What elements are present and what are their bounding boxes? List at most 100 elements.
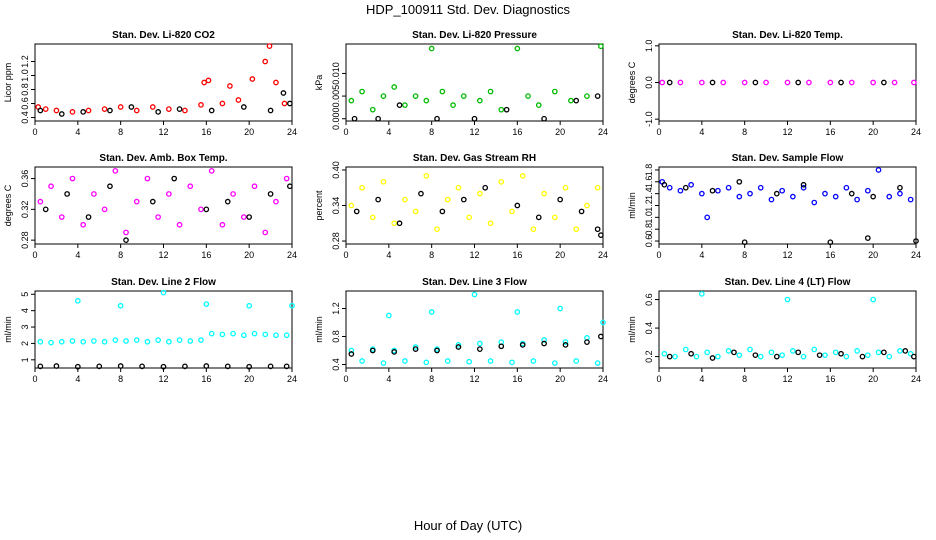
data-point	[886, 193, 893, 200]
data-point	[790, 193, 796, 200]
data-point	[123, 237, 129, 243]
data-point	[704, 349, 711, 356]
data-point	[482, 184, 489, 191]
panel-title: Stan. Dev. Line 2 Flow	[111, 277, 216, 288]
data-point	[891, 79, 898, 86]
data-point	[182, 107, 188, 114]
data-point	[594, 93, 601, 99]
data-point	[283, 175, 290, 182]
data-point	[773, 353, 780, 360]
data-point	[391, 349, 398, 355]
y-axis-label: ml/min	[627, 316, 637, 343]
data-point	[266, 43, 273, 49]
data-point	[519, 173, 526, 179]
data-point	[848, 79, 855, 86]
data-point	[187, 338, 194, 344]
data-point	[800, 353, 807, 360]
data-point	[267, 363, 274, 370]
data-point	[48, 339, 54, 346]
data-point	[208, 107, 215, 114]
data-point	[262, 229, 269, 236]
data-point	[682, 184, 689, 191]
data-point	[666, 353, 673, 360]
panel-4: Stan. Dev. Amb. Box Temp. 0 4 8 12 16 20 24 0.28…	[3, 153, 297, 260]
data-point	[391, 84, 398, 90]
data-point	[396, 102, 403, 108]
y-tick-label: 0.8	[644, 223, 654, 236]
x-tick-label: 8	[742, 127, 747, 137]
y-tick-label: 0.6	[644, 235, 654, 248]
panel-title: Stan. Dev. Sample Flow	[732, 153, 844, 164]
data-point	[864, 352, 871, 359]
x-tick-label: 24	[287, 250, 297, 260]
y-tick-label: 1.4	[644, 187, 654, 200]
data-point	[155, 214, 161, 220]
data-point	[498, 343, 505, 350]
data-point	[42, 206, 49, 213]
data-point	[870, 79, 877, 86]
x-tick-label: 8	[429, 374, 434, 384]
panel-title: Stan. Dev. Li-820 Temp.	[732, 30, 843, 41]
data-point	[251, 330, 258, 337]
x-tick-label: 16	[201, 374, 211, 384]
data-point	[659, 79, 666, 86]
data-point	[477, 340, 483, 347]
x-tick-label: 8	[742, 250, 747, 260]
data-point	[843, 353, 850, 360]
data-point	[557, 305, 564, 312]
x-tick-label: 0	[32, 127, 37, 137]
plot-frame	[34, 290, 293, 369]
data-point	[768, 349, 775, 356]
data-point	[203, 206, 210, 213]
data-point	[875, 167, 882, 173]
y-tick-label: 0.6	[20, 97, 30, 110]
data-point	[348, 347, 355, 354]
y-tick-label: 1.6	[644, 176, 654, 189]
x-tick-label: 4	[699, 250, 704, 260]
data-point	[69, 338, 76, 344]
x-tick-label: 24	[598, 374, 608, 384]
data-point	[423, 97, 430, 104]
y-tick-label: 0.005	[331, 85, 341, 108]
data-point	[763, 79, 769, 86]
plot-frame	[345, 43, 604, 122]
data-point	[902, 348, 909, 354]
x-tick-label: 12	[469, 250, 479, 260]
data-point	[230, 330, 236, 337]
data-point	[747, 346, 753, 353]
data-point	[434, 115, 440, 122]
y-tick-label: 1.2	[644, 199, 654, 212]
data-point	[224, 198, 231, 205]
x-tick-label: 8	[429, 250, 434, 260]
data-point	[203, 363, 210, 369]
data-point	[262, 331, 269, 338]
figure-x-axis-label: Hour of Day (UTC)	[413, 518, 523, 533]
data-point	[287, 100, 293, 107]
data-point	[886, 353, 893, 360]
data-point	[525, 93, 531, 99]
data-point	[477, 97, 483, 104]
x-tick-label: 4	[386, 127, 391, 137]
data-point	[907, 350, 914, 357]
data-point	[412, 208, 419, 215]
panel-title: Stan. Dev. Gas Stream RH	[413, 153, 536, 164]
x-tick-label: 0	[343, 250, 348, 260]
data-point	[698, 79, 705, 86]
data-point	[688, 350, 694, 357]
x-tick-label: 4	[386, 250, 391, 260]
data-point	[498, 106, 505, 113]
y-tick-label: 0.8	[20, 83, 30, 96]
data-point	[557, 196, 564, 203]
y-tick-label: 0.34	[331, 197, 341, 215]
data-point	[246, 214, 253, 220]
data-point	[487, 358, 494, 364]
data-point	[704, 214, 711, 221]
data-point	[757, 353, 764, 360]
x-tick-label: 16	[825, 127, 835, 137]
x-tick-label: 0	[656, 374, 661, 384]
data-point	[784, 296, 791, 303]
data-point	[907, 196, 914, 203]
data-point	[149, 198, 156, 205]
data-point	[219, 100, 226, 107]
